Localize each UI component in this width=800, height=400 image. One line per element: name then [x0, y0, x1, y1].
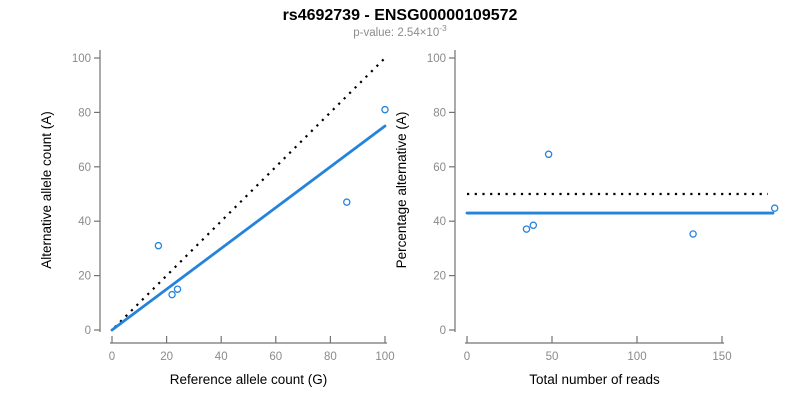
pvalue-exponent: -3: [439, 23, 447, 33]
x-tick-label: 80: [324, 351, 337, 363]
regression-line: [110, 124, 387, 332]
x-tick-label: 100: [627, 351, 646, 363]
x-tick-label: 150: [712, 351, 731, 363]
y-tick-label: 60: [78, 162, 91, 174]
x-tick-label: 40: [215, 351, 228, 363]
x-tick-label: 50: [546, 351, 559, 363]
data-point: [154, 241, 163, 250]
y-tick-label: 0: [85, 325, 91, 337]
data-point: [168, 290, 176, 299]
left-scatter-plot: 0 20 40 60 80 100 0 20 40 60 80 100 Reference allele…: [39, 50, 395, 387]
y-tick-label: 100: [72, 53, 91, 65]
pvalue-subtitle: p-value: 2.54×10-3: [353, 23, 447, 39]
data-point: [343, 198, 351, 206]
y-tick-label: 20: [78, 271, 91, 283]
y-tick-label: 80: [78, 107, 91, 119]
pvalue-text: p-value: 2.54×10: [353, 27, 439, 39]
x-tick-label: 0: [109, 351, 115, 363]
right-scatter-plot: 0 20 40 60 80 100 0 50 100 150 Total number of rea…: [394, 50, 779, 387]
y-tick-label: 40: [433, 216, 446, 228]
y-tick-label: 20: [433, 271, 446, 283]
y-tick-label: 100: [427, 53, 446, 65]
data-point: [544, 150, 553, 159]
x-tick-label: 60: [269, 351, 282, 363]
x-axis-label: Total number of reads: [529, 372, 660, 387]
data-point: [770, 204, 779, 212]
data-point: [522, 225, 531, 233]
x-tick-label: 100: [375, 351, 394, 363]
identity-line: [113, 57, 386, 329]
y-tick-label: 40: [78, 216, 91, 228]
y-axis-label: Alternative allele count (A): [39, 111, 54, 269]
data-point: [381, 105, 389, 114]
data-point: [689, 230, 697, 238]
x-axis-label: Reference allele count (G): [170, 372, 328, 387]
y-tick-label: 80: [433, 107, 446, 119]
data-point: [173, 285, 182, 293]
y-axis-label: Percentage alternative (A): [394, 112, 409, 269]
x-tick-label: 0: [464, 351, 470, 363]
data-point: [529, 221, 538, 230]
y-tick-label: 60: [433, 162, 446, 174]
figure-title: rs4692739 - ENSG00000109572: [283, 7, 518, 24]
y-tick-label: 0: [440, 325, 446, 337]
x-tick-label: 20: [160, 351, 173, 363]
